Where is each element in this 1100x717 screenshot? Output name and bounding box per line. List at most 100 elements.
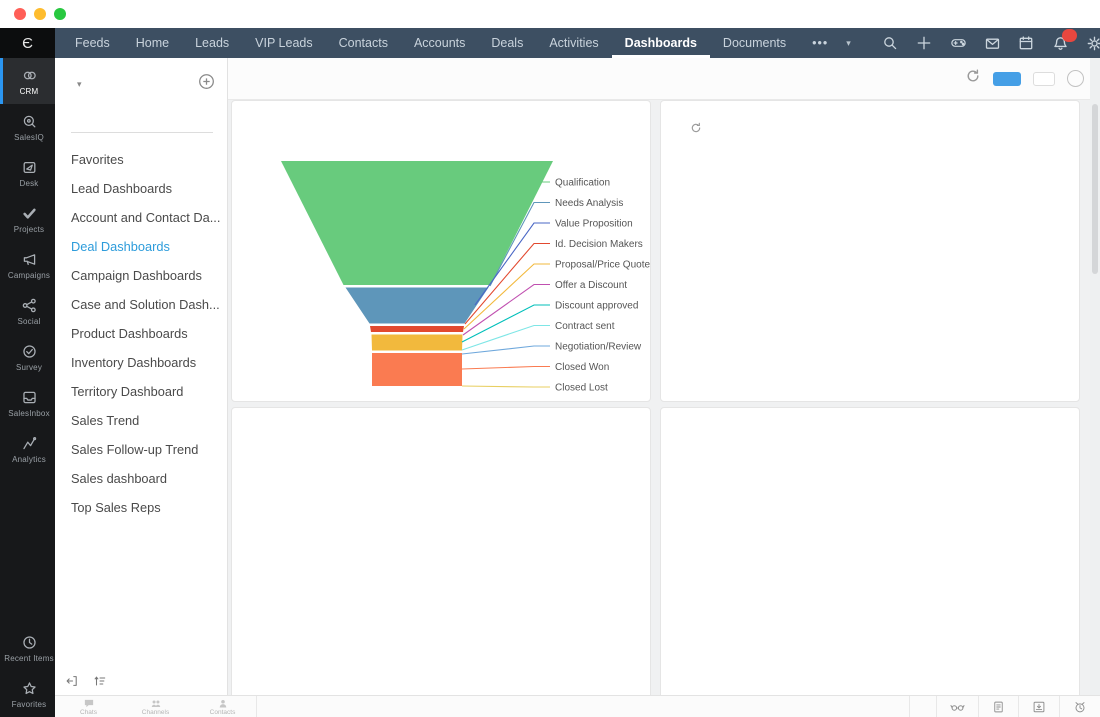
scrollbar-thumb[interactable]	[1092, 104, 1098, 274]
sidebar-item-territory-dashboard[interactable]: Territory Dashboard	[71, 384, 184, 399]
rail-item-label: Campaigns	[7, 270, 51, 280]
rail-item-desk[interactable]: Desk	[0, 150, 55, 196]
nav-tab-dashboards[interactable]: Dashboards	[612, 28, 710, 58]
nav-tab-accounts[interactable]: Accounts	[413, 36, 466, 50]
chatbar-actions	[909, 696, 1100, 717]
settings-gear-icon[interactable]	[1086, 35, 1100, 52]
funnel-segment-closed-won[interactable]	[372, 353, 462, 386]
nav-tabs-overflow-button[interactable]: •••	[812, 36, 829, 50]
page-header-actions	[965, 68, 1084, 89]
sidebar-item-inventory-dashboards[interactable]: Inventory Dashboards	[71, 355, 197, 370]
collapse-sidebar-icon[interactable]	[65, 674, 79, 688]
funnel-leader-line	[464, 242, 550, 325]
funnel-leader-line	[461, 365, 550, 370]
sidebar-item-account-and-contact-da[interactable]: Account and Contact Da...	[71, 210, 221, 225]
funnel-leader-line	[461, 304, 550, 343]
funnel-segment-proposal-price-quote[interactable]	[371, 334, 463, 351]
chatbar-item-label: Chats	[80, 708, 97, 716]
all-tabs-dropdown[interactable]: ▾	[841, 38, 851, 49]
chatbar-contacts-button[interactable]: Contacts	[189, 696, 256, 717]
nav-tab-deals[interactable]: Deals	[491, 36, 524, 50]
social-icon	[22, 298, 36, 312]
sort-list-icon[interactable]	[93, 674, 107, 688]
funnel-leader-line	[461, 324, 550, 351]
survey-icon	[22, 344, 36, 358]
smart-chat-input[interactable]	[257, 700, 909, 713]
rail-item-label: Desk	[19, 178, 39, 188]
rail-item-crm[interactable]: CRM	[0, 58, 55, 104]
nav-tab-contacts[interactable]: Contacts	[338, 36, 388, 50]
refresh-icon[interactable]	[965, 68, 981, 89]
nav-tab-activities[interactable]: Activities	[549, 36, 599, 50]
rail-item-projects[interactable]: Projects	[0, 196, 55, 242]
funnel-segment-id-decision-makers[interactable]	[370, 326, 464, 332]
sidebar-item-product-dashboards[interactable]: Product Dashboards	[71, 326, 188, 341]
search-input[interactable]	[71, 107, 213, 133]
crm-icon	[23, 71, 36, 79]
salesinbox-icon	[22, 391, 36, 403]
rail-item-social[interactable]: Social	[0, 288, 55, 334]
add-record-icon[interactable]	[916, 35, 933, 52]
rail-item-recent-items[interactable]: Recent Items	[0, 625, 55, 671]
rail-item-favorites[interactable]: Favorites	[0, 671, 55, 717]
funnel-segment-needs-analysis[interactable]	[345, 287, 489, 324]
sidebar-item-sales-dashboard[interactable]: Sales dashboard	[71, 471, 168, 486]
chevron-down-icon[interactable]: ▾	[77, 78, 82, 89]
contacts-icon	[219, 699, 226, 707]
add-component-button[interactable]	[993, 71, 1021, 86]
document-icon[interactable]	[978, 696, 1018, 717]
window-controls	[14, 8, 66, 20]
sidebar-item-deal-dashboards[interactable]: Deal Dashboards	[71, 239, 170, 254]
rail-collapse-icon[interactable]: Є	[0, 28, 55, 58]
main-content: Qualification Needs Analysis Value Proposi…	[228, 58, 1100, 717]
sidebar-item-sales-follow-up-trend[interactable]: Sales Follow-up Trend	[71, 442, 199, 457]
gamescope-icon[interactable]	[950, 35, 967, 52]
nav-tab-leads[interactable]: Leads	[195, 36, 230, 50]
chatbar-channels-button[interactable]: Channels	[122, 696, 189, 717]
sidebar-item-favorites[interactable]: Favorites	[71, 152, 124, 167]
sidebar-item-top-sales-reps[interactable]: Top Sales Reps	[71, 500, 161, 515]
card-pipeline-by-probability	[660, 100, 1080, 402]
rail-item-salesinbox[interactable]: SalesInbox	[0, 380, 55, 426]
import-tray-icon[interactable]	[1018, 696, 1059, 717]
rail-item-campaigns[interactable]: Campaigns	[0, 242, 55, 288]
funnel-stage-label: Contract sent	[555, 321, 615, 332]
projects-icon	[22, 208, 36, 219]
window-zoom-button[interactable]	[54, 8, 66, 20]
sidebar-item-case-and-solution-dash[interactable]: Case and Solution Dash...	[71, 297, 220, 312]
zia-search-icon[interactable]	[936, 696, 978, 717]
chart-refresh-icon[interactable]	[689, 121, 703, 135]
ask-zia-button[interactable]	[909, 696, 936, 717]
more-options-button[interactable]	[1033, 71, 1055, 86]
search-icon[interactable]	[882, 35, 899, 52]
chats-icon	[84, 699, 93, 707]
sidebar-footer	[55, 670, 227, 692]
window-close-button[interactable]	[14, 8, 26, 20]
funnel-stage-label: Offer a Discount	[555, 280, 627, 291]
funnel-segment-qualification[interactable]	[281, 161, 553, 285]
nav-tab-feeds[interactable]: Feeds	[75, 36, 110, 50]
nav-tab-documents[interactable]: Documents	[722, 36, 787, 50]
reminder-clock-icon[interactable]	[1059, 696, 1100, 717]
calendar-icon[interactable]	[1018, 35, 1035, 52]
chatbar-item-label: Channels	[141, 708, 170, 716]
rail-item-survey[interactable]: Survey	[0, 334, 55, 380]
nav-tab-home[interactable]: Home	[135, 36, 170, 50]
window-minimize-button[interactable]	[34, 8, 46, 20]
rail-item-analytics[interactable]: Analytics	[0, 426, 55, 472]
add-dashboard-icon[interactable]	[198, 73, 215, 95]
sidebar-item-campaign-dashboards[interactable]: Campaign Dashboards	[71, 268, 202, 283]
notifications-bell-icon[interactable]	[1052, 28, 1077, 52]
sidebar-item-sales-trend[interactable]: Sales Trend	[71, 413, 140, 428]
mail-icon[interactable]	[984, 35, 1001, 52]
salesiq-icon	[23, 115, 35, 127]
chevron-down-icon: ▾	[846, 37, 851, 48]
page-header	[228, 58, 1100, 100]
rail-item-salesiq[interactable]: SalesIQ	[0, 104, 55, 150]
sidebar-item-lead-dashboards[interactable]: Lead Dashboards	[71, 181, 173, 196]
top-navigation-bar: Feeds Home Leads VIP Leads Contacts Accounts D…	[0, 28, 1100, 58]
help-icon[interactable]	[1067, 70, 1084, 87]
funnel-leader-line	[474, 222, 550, 306]
nav-tab-vip-leads[interactable]: VIP Leads	[255, 36, 313, 50]
chatbar-chats-button[interactable]: Chats	[55, 696, 122, 717]
